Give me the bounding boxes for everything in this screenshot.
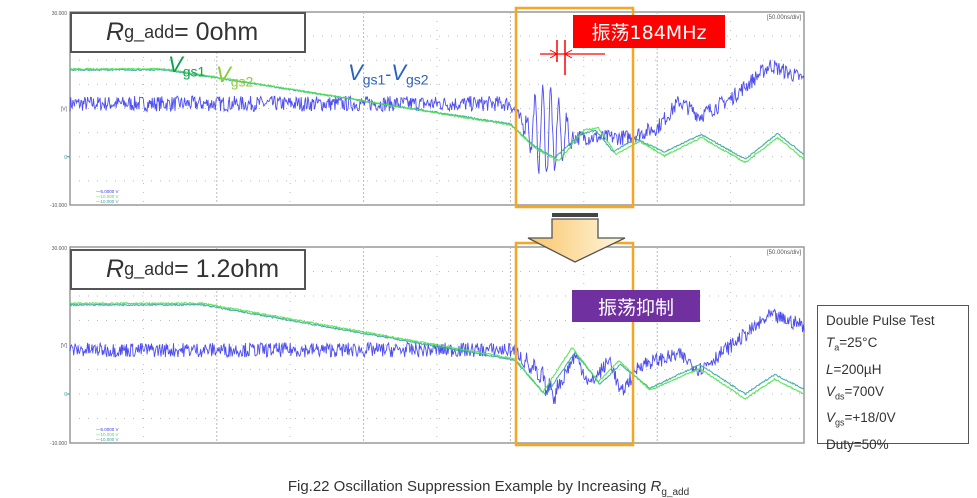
- legend-entry: —5.0000 V: [96, 427, 119, 432]
- series-vgs1-vgs2: [69, 59, 805, 174]
- title-var: R: [106, 255, 125, 283]
- title-rest: = 0ohm: [174, 18, 259, 46]
- ytick-unit: [V]: [61, 343, 68, 349]
- arrow-bar: [552, 213, 598, 217]
- series-vgs2: [69, 301, 805, 401]
- oscillation-annotation: 振荡184MHz: [573, 15, 725, 48]
- param-vgs: Vgs=+18/0V: [826, 410, 896, 429]
- ytick-zero: 0: [64, 155, 67, 161]
- ytick-zero: 0: [64, 392, 67, 398]
- ytick-bottom: -10.000: [50, 441, 67, 447]
- param-title: Double Pulse Test: [826, 313, 935, 328]
- ytick-bottom: -10.000: [50, 203, 67, 209]
- legend-entry: —5.0000 V: [96, 189, 119, 194]
- period-arrow-left: [549, 49, 559, 59]
- suppression-annotation: 振荡抑制: [572, 290, 700, 322]
- title-var: R: [106, 18, 125, 46]
- label-vgs1-vgs2: Vgs1-Vgs2: [348, 60, 429, 88]
- ytick-unit: [V]: [61, 107, 68, 113]
- time-scale: [50.00ns/div]: [767, 250, 801, 256]
- param-ta: Ta=25°C: [826, 335, 878, 353]
- legend-entry: —10.000 V: [96, 437, 119, 442]
- legend-entry: —10.000 V: [96, 194, 119, 199]
- title-rest: = 1.2ohm: [174, 255, 280, 283]
- down-arrow-icon: [527, 218, 626, 263]
- legend-entry: —10.000 V: [96, 199, 119, 204]
- param-vds: Vds=700V: [826, 383, 884, 402]
- label-vgs2: Vgs2: [216, 62, 254, 90]
- series-vgs2: [69, 67, 804, 164]
- param-l: L=200µH: [826, 361, 882, 377]
- title-sub: g_add: [124, 259, 175, 279]
- ytick-top: 30.000: [52, 11, 68, 17]
- series-vgs1: [69, 303, 805, 396]
- param-duty: Duty=50%: [826, 437, 889, 453]
- title-sub: g_add: [124, 22, 175, 42]
- time-scale: [50.00ns/div]: [767, 15, 801, 21]
- highlight-box: [514, 6, 635, 209]
- legend-entry: —10.000 V: [96, 432, 119, 437]
- figure-caption: Fig.22 Oscillation Suppression Example b…: [287, 478, 690, 498]
- period-arrow-right: [563, 49, 573, 59]
- ytick-top: 30.000: [52, 246, 68, 252]
- test-conditions-box: Double Pulse Test Ta=25°C L=200µH Vds=70…: [817, 305, 969, 452]
- label-vgs1: Vgs1: [168, 52, 206, 80]
